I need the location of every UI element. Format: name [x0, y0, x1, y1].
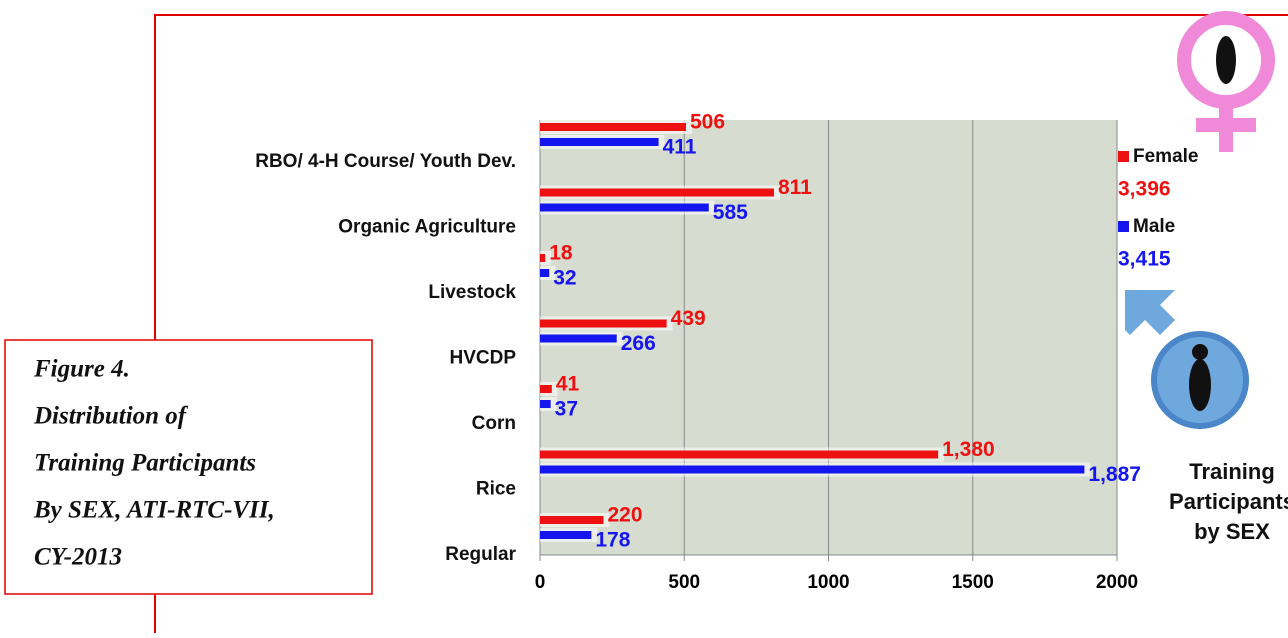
bar-glow [540, 251, 552, 265]
bar [540, 269, 550, 277]
value-label: 32 [553, 267, 576, 290]
value-label: 41 [556, 373, 580, 396]
x-tick-label: 500 [668, 572, 700, 593]
side-title: Participants [1169, 489, 1288, 514]
legend-total: 3,415 [1118, 248, 1171, 271]
value-label: 1,887 [1088, 463, 1141, 486]
caption-line: Distribution of [33, 403, 189, 430]
category-label: Corn [472, 413, 516, 434]
x-tick-label: 1000 [807, 572, 849, 593]
bar [540, 188, 774, 197]
bar [540, 400, 551, 408]
venus-icon [1177, 11, 1275, 152]
value-label: 1,380 [942, 438, 995, 461]
bar [540, 334, 617, 343]
caption-line: Figure 4. [33, 356, 130, 383]
category-label: Rice [476, 479, 516, 500]
value-label: 37 [555, 398, 578, 421]
category-label: RBO/ 4-H Course/ Youth Dev. [255, 151, 516, 172]
value-label: 411 [663, 136, 697, 159]
x-tick-label: 2000 [1096, 572, 1138, 593]
bar [540, 516, 604, 524]
caption-line: CY-2013 [34, 544, 122, 571]
value-label: 220 [607, 504, 642, 527]
side-title: Training [1189, 459, 1275, 484]
bar [540, 465, 1085, 474]
legend-swatch [1118, 221, 1129, 232]
x-tick-label: 0 [535, 572, 546, 593]
bar [540, 319, 667, 328]
bar [540, 123, 686, 131]
value-label: 18 [549, 242, 573, 265]
legend-swatch [1118, 151, 1129, 162]
bar [540, 138, 659, 146]
category-label: Regular [445, 544, 516, 565]
value-label: 585 [713, 201, 748, 224]
category-label: Livestock [428, 282, 516, 303]
category-label: Organic Agriculture [338, 217, 516, 238]
bar [540, 531, 592, 539]
caption-line: Training Participants [34, 450, 256, 477]
bar [540, 450, 939, 459]
side-title: by SEX [1194, 519, 1270, 544]
bar [540, 203, 709, 212]
bar [540, 254, 546, 262]
legend-label: Male [1133, 216, 1175, 237]
value-label: 439 [671, 307, 706, 330]
bar [540, 385, 552, 393]
mars-icon [1125, 290, 1249, 429]
legend-label: Female [1133, 146, 1198, 167]
x-tick-label: 1500 [952, 572, 994, 593]
value-label: 178 [595, 529, 630, 552]
value-label: 506 [690, 111, 725, 134]
caption-box: Figure 4. Distribution of Training Partici… [4, 339, 373, 595]
value-label: 811 [778, 176, 812, 199]
caption-line: By SEX, ATI-RTC-VII, [33, 497, 275, 524]
value-label: 266 [621, 332, 656, 355]
category-label: HVCDP [449, 348, 516, 369]
legend-total: 3,396 [1118, 178, 1171, 201]
